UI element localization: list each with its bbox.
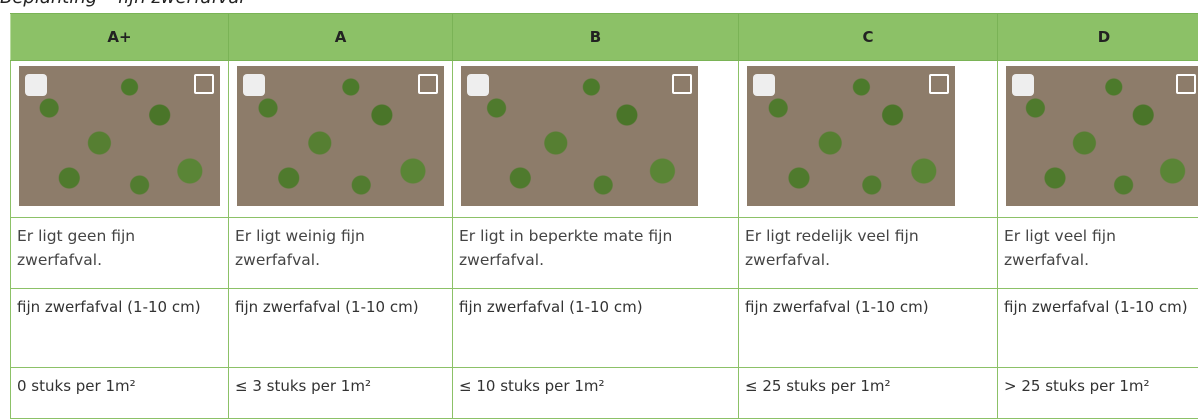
section-title: Beplanting – fijn zwerfafval [0, 0, 244, 8]
column-header: D [998, 14, 1198, 61]
example-photo[interactable] [237, 66, 444, 206]
table-cell: ≤ 25 stuks per 1m² [739, 368, 998, 419]
table-cell: Er ligt geen fijn zwerfafval. [11, 218, 229, 289]
column-header: B [453, 14, 739, 61]
image-cell [998, 61, 1198, 218]
select-checkbox[interactable] [753, 74, 775, 96]
open-external-icon[interactable] [672, 74, 692, 94]
table-cell: Er ligt redelijk veel fijn zwerfafval. [739, 218, 998, 289]
example-photo[interactable] [1006, 66, 1198, 206]
table-cell: fijn zwerfafval (1-10 cm) [739, 289, 998, 368]
example-photo[interactable] [461, 66, 698, 206]
image-cell [739, 61, 998, 218]
table-cell: ≤ 3 stuks per 1m² [229, 368, 453, 419]
table-cell: fijn zwerfafval (1-10 cm) [11, 289, 229, 368]
open-external-icon[interactable] [418, 74, 438, 94]
table-cell: Er ligt weinig fijn zwerfafval. [229, 218, 453, 289]
select-checkbox[interactable] [25, 74, 47, 96]
category-row: fijn zwerfafval (1-10 cm)fijn zwerfafval… [11, 289, 1198, 368]
table-cell: 0 stuks per 1m² [11, 368, 229, 419]
select-checkbox[interactable] [243, 74, 265, 96]
table-cell: fijn zwerfafval (1-10 cm) [229, 289, 453, 368]
table-cell: > 25 stuks per 1m² [998, 368, 1198, 419]
open-external-icon[interactable] [1176, 74, 1196, 94]
column-header: C [739, 14, 998, 61]
example-photo[interactable] [747, 66, 955, 206]
image-cell [229, 61, 453, 218]
select-checkbox[interactable] [467, 74, 489, 96]
count-row: 0 stuks per 1m²≤ 3 stuks per 1m²≤ 10 stu… [11, 368, 1198, 419]
table-cell: Er ligt in beperkte mate fijn zwerfafval… [453, 218, 739, 289]
description-row: Er ligt geen fijn zwerfafval.Er ligt wei… [11, 218, 1198, 289]
table-cell: fijn zwerfafval (1-10 cm) [998, 289, 1198, 368]
table-cell: ≤ 10 stuks per 1m² [453, 368, 739, 419]
open-external-icon[interactable] [194, 74, 214, 94]
page: Beplanting – fijn zwerfafval A+ABCD Er l… [0, 0, 1198, 414]
column-header: A+ [11, 14, 229, 61]
open-external-icon[interactable] [929, 74, 949, 94]
example-photo[interactable] [19, 66, 220, 206]
image-cell [11, 61, 229, 218]
table-cell: fijn zwerfafval (1-10 cm) [453, 289, 739, 368]
select-checkbox[interactable] [1012, 74, 1034, 96]
image-cell [453, 61, 739, 218]
table-cell: Er ligt veel fijn zwerfafval. [998, 218, 1198, 289]
column-header: A [229, 14, 453, 61]
image-row [11, 61, 1198, 218]
